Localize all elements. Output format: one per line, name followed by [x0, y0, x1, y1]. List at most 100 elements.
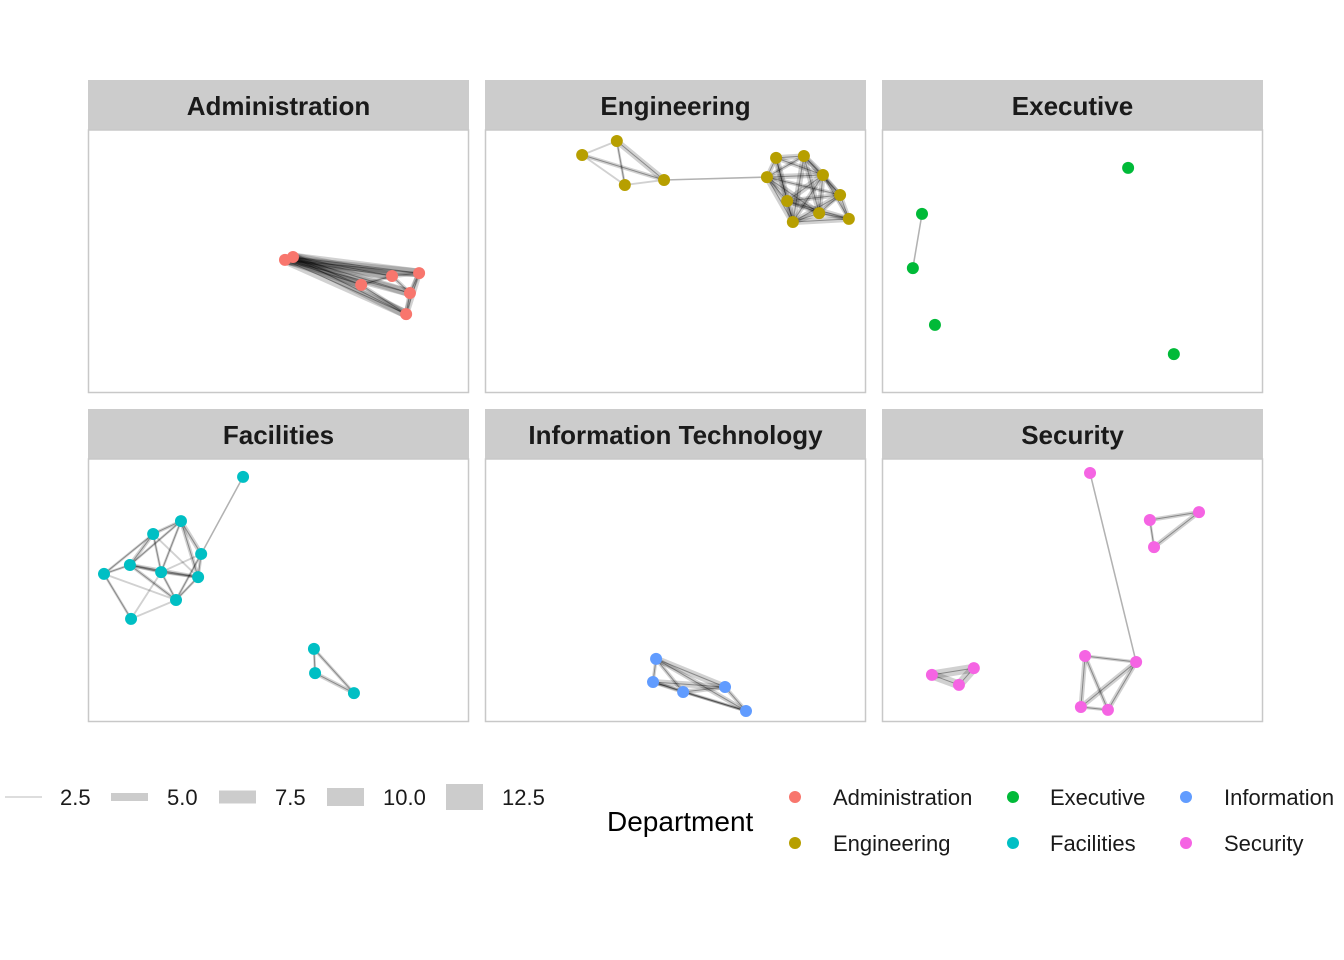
- width-legend-key: [327, 788, 364, 806]
- color-legend-key: [1007, 791, 1019, 803]
- facet-strip: [485, 80, 866, 130]
- network-edge: [130, 599, 177, 620]
- network-edge: [784, 171, 826, 205]
- network-edge: [613, 137, 668, 184]
- width-legend-label: 12.5: [502, 785, 545, 810]
- network-edge-core: [1085, 655, 1137, 663]
- color-legend-title: Department: [607, 806, 754, 837]
- network-node: [400, 308, 413, 321]
- network-edge: [580, 152, 667, 182]
- network-edge: [649, 678, 729, 691]
- network-edge: [581, 140, 618, 156]
- network-edge-core: [314, 672, 355, 694]
- network-edge: [289, 253, 365, 289]
- network-edge-core: [1080, 655, 1086, 708]
- network-edge: [280, 255, 397, 281]
- network-edge-core: [682, 691, 747, 712]
- network-edge-core: [1107, 661, 1137, 711]
- width-legend-key: [219, 790, 256, 804]
- color-legend-label: Security: [1224, 831, 1303, 856]
- network-edge: [1089, 472, 1137, 663]
- network-edge-core: [775, 157, 824, 176]
- network-edge: [663, 176, 768, 181]
- network-edge: [288, 252, 415, 298]
- network-edge-core: [655, 658, 726, 688]
- network-edge: [159, 570, 200, 579]
- facet-panel: [484, 129, 867, 394]
- network-node: [760, 171, 773, 184]
- network-edge: [1147, 510, 1201, 523]
- network-edge: [1105, 659, 1139, 713]
- network-edge-core: [792, 155, 805, 223]
- network-edge-core: [284, 259, 407, 315]
- color-legend-key: [789, 837, 801, 849]
- network-edge: [174, 552, 203, 602]
- network-node: [650, 652, 663, 665]
- network-node: [781, 195, 794, 208]
- network-edge: [581, 154, 626, 186]
- network-node: [125, 612, 138, 625]
- network-edge: [615, 139, 627, 187]
- facet-title: Administration: [187, 91, 370, 121]
- color-legend-key: [1180, 791, 1192, 803]
- width-legend-label: 5.0: [167, 785, 198, 810]
- network-edge: [280, 255, 415, 298]
- network-edge-core: [775, 157, 794, 223]
- facet-title: Security: [1021, 420, 1124, 450]
- network-edge-core: [616, 140, 626, 186]
- network-node: [1148, 541, 1161, 554]
- network-edge-core: [616, 140, 665, 181]
- network-node: [916, 207, 929, 220]
- network-node: [237, 470, 250, 483]
- network-edge: [178, 518, 204, 557]
- network-edge: [151, 532, 163, 574]
- network-edge-core: [284, 259, 411, 294]
- color-legend-label: Engineering: [833, 831, 950, 856]
- network-edge-core: [786, 174, 824, 202]
- network-edge-core: [766, 174, 823, 178]
- network-edge: [774, 155, 790, 204]
- network-node: [174, 515, 187, 528]
- network-edge: [103, 572, 177, 601]
- network-node: [928, 318, 941, 331]
- network-edge: [789, 215, 852, 226]
- network-edge: [764, 172, 826, 180]
- network-edge: [772, 154, 797, 226]
- color-legend-label: Information: [1224, 785, 1334, 810]
- network-node: [1167, 348, 1180, 361]
- network-edge-core: [175, 553, 202, 601]
- network-node: [719, 681, 732, 694]
- network-edge-core: [292, 256, 407, 315]
- color-legend-key: [789, 791, 801, 803]
- network-node: [1084, 466, 1097, 479]
- network-edge: [1151, 509, 1202, 550]
- color-legend-key: [1180, 837, 1192, 849]
- network-edge: [1083, 654, 1138, 664]
- network-node: [786, 216, 799, 229]
- network-node: [286, 251, 299, 264]
- network-edge: [763, 174, 823, 217]
- facet-information-technology: Information Technology: [484, 409, 867, 723]
- facet-title: Executive: [1012, 91, 1133, 121]
- width-legend-key: [446, 784, 483, 810]
- facet-executive: Executive: [881, 80, 1264, 394]
- network-edge: [288, 252, 411, 319]
- network-edge-core: [292, 256, 420, 274]
- network-node: [170, 593, 183, 606]
- network-edge: [280, 255, 411, 319]
- network-edge: [359, 282, 409, 317]
- color-legend-key: [1007, 837, 1019, 849]
- network-edge-core: [103, 533, 154, 575]
- network-node: [834, 188, 847, 201]
- width-legend-label: 2.5: [60, 785, 91, 810]
- width-legend-key: [111, 793, 148, 801]
- network-edge-core: [766, 176, 820, 214]
- network-node: [770, 151, 783, 164]
- network-edge-core: [787, 194, 841, 202]
- network-edge-core: [792, 174, 824, 223]
- network-edge: [623, 179, 666, 186]
- network-edge-core: [775, 157, 788, 202]
- network-edge-core: [152, 533, 162, 573]
- facet-engineering: Engineering: [484, 80, 867, 394]
